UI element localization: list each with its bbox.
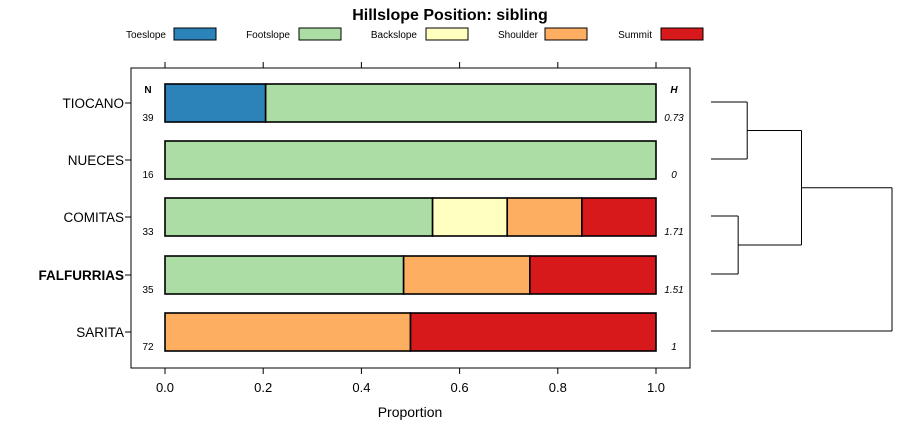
h-value-sarita: 1	[671, 342, 677, 353]
x-tick-label-1-0: 1.0	[647, 380, 665, 395]
category-label-falfurrias: FALFURRIAS	[39, 268, 125, 283]
category-label-comitas: COMITAS	[64, 210, 125, 225]
bar-tiocano-footslope	[264, 83, 657, 123]
x-tick-label-0-6: 0.6	[451, 380, 469, 395]
x-axis: 0.0 0.2 0.4 0.6 0.8 1.0	[156, 368, 665, 395]
legend: Toeslope Footslope Backslope Shoulder Summit	[126, 27, 704, 41]
legend-swatch-backslope	[425, 27, 469, 41]
h-value-nueces: 0	[671, 170, 677, 181]
legend-label-footslope: Footslope	[246, 30, 290, 41]
h-value-tiocano: 0.73	[664, 113, 684, 124]
bar-sarita-shoulder	[164, 312, 412, 352]
bar-nueces-footslope	[164, 140, 657, 180]
legend-swatch-footslope	[298, 27, 342, 41]
bar-falfurrias-summit	[529, 255, 657, 295]
h-value-comitas: 1.71	[664, 227, 683, 238]
bar-rows: TIOCANO 39 0.73 NUECES 16 0 COMITAS 33 1.71 FALFU…	[39, 83, 684, 353]
bar-falfurrias-footslope	[164, 255, 405, 295]
bar-tiocano-toeslope	[164, 83, 267, 123]
bar-comitas-summit	[581, 197, 657, 237]
legend-label-toeslope: Toeslope	[126, 30, 166, 41]
bar-comitas-shoulder	[506, 197, 583, 237]
n-value-falfurrias: 35	[142, 285, 154, 296]
h-value-falfurrias: 1.51	[664, 285, 683, 296]
n-value-nueces: 16	[142, 170, 154, 181]
bar-falfurrias-shoulder	[402, 255, 531, 295]
bar-sarita-summit	[409, 312, 657, 352]
n-header: N	[144, 85, 151, 96]
x-tick-label-0-2: 0.2	[254, 380, 272, 395]
legend-swatch-toeslope	[173, 27, 217, 41]
x-tick-label-0-0: 0.0	[156, 380, 174, 395]
legend-swatch-shoulder	[544, 27, 588, 41]
legend-label-backslope: Backslope	[371, 30, 418, 41]
top-axis-ticks	[164, 62, 657, 68]
h-header: H	[670, 85, 678, 96]
chart-title: Hillslope Position: sibling	[352, 7, 548, 24]
x-tick-label-0-8: 0.8	[549, 380, 567, 395]
dendrogram	[711, 101, 893, 332]
n-value-tiocano: 39	[142, 113, 154, 124]
bar-comitas-backslope	[431, 197, 509, 237]
bar-comitas-footslope	[164, 197, 434, 237]
plot-frame	[130, 67, 691, 369]
category-label-nueces: NUECES	[68, 153, 124, 168]
x-axis-label: Proportion	[378, 404, 443, 420]
category-label-tiocano: TIOCANO	[62, 96, 124, 111]
n-value-sarita: 72	[142, 342, 154, 353]
x-tick-label-0-4: 0.4	[352, 380, 370, 395]
legend-label-summit: Summit	[618, 30, 652, 41]
legend-label-shoulder: Shoulder	[498, 30, 539, 41]
category-label-sarita: SARITA	[76, 325, 124, 340]
n-value-comitas: 33	[142, 227, 154, 238]
legend-swatch-summit	[660, 27, 704, 41]
